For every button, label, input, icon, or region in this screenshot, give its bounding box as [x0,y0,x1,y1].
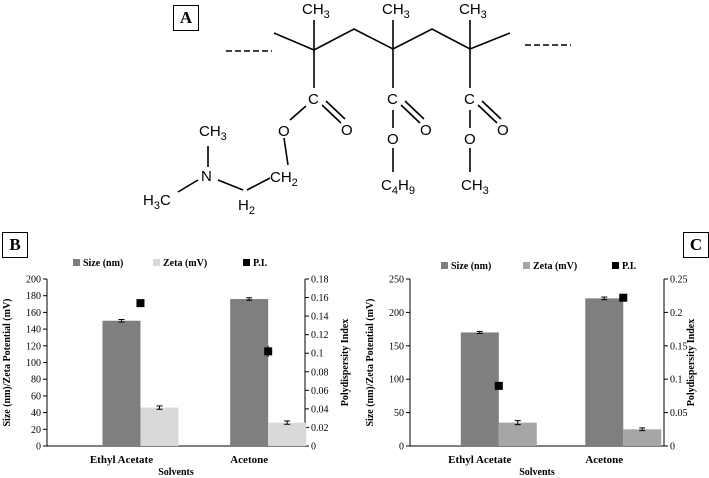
category-label-c: Ethyl Acetate [448,454,511,466]
y-tick-label-left-b: 0 [36,442,41,453]
panel-label-c: C [683,232,709,258]
y-tick-label-left-c: 250 [389,275,404,286]
y-tick-label-left-b: 40 [31,408,41,419]
y-axis-title-right-c: Polydispersity Index [686,319,697,407]
legend-marker-c [612,262,619,269]
legend-label-b: P.I. [253,258,268,269]
y-tick-label-left-b: 200 [26,275,41,286]
legend-label-b: Zeta (mV) [163,258,207,269]
y-tick-label-right-c: 0.15 [670,341,688,352]
x-axis-title-c: Solvents [519,467,555,478]
y-tick-label-right-b: 0.16 [311,293,329,304]
legend-swatch-c [441,262,448,269]
y-tick-label-left-c: 150 [389,341,404,352]
butyl-label: C4H9 [381,177,415,197]
carbonyl-oxygen-3: O [497,122,509,139]
ester-oxygen-3: O [464,131,476,148]
ester-oxygen-2: O [387,131,399,148]
carbonyl-oxygen-2: O [420,122,432,139]
category-label-b: Ethyl Acetate [90,454,153,466]
y-tick-label-left-b: 120 [26,341,41,352]
y-tick-label-left-b: 140 [26,325,41,336]
methoxy-ch3-label: CH3 [461,177,489,197]
pi-point-c [494,381,503,390]
legend-label-c: Size (nm) [451,261,491,272]
carbonyl-oxygen-1: O [341,122,353,139]
y-axis-title-right-b: Polydispersity Index [340,319,351,407]
y-tick-label-left-b: 100 [26,358,41,369]
legend-label-c: P.I. [622,261,637,272]
y-tick-label-left-c: 50 [394,408,404,419]
category-label-b: Acetone [230,454,268,466]
bar-size-b [102,320,141,446]
bar-zeta-c [498,422,537,446]
bar-size-c [585,298,624,446]
h3c-label: H3C [143,192,171,212]
bar-zeta-b [140,407,179,446]
y-axis-title-left-b: Size (nm)/Zeta Potential (mV) [2,298,13,426]
ch3-label-2: CH3 [382,1,410,21]
y-tick-label-left-c: 0 [399,442,404,453]
y-tick-label-right-b: 0.14 [311,312,329,323]
y-tick-label-right-c: 0.1 [670,375,683,386]
legend-swatch-b [153,259,160,266]
y-tick-label-right-b: 0.08 [311,367,329,378]
legend-marker-b [243,259,250,266]
y-tick-label-right-b: 0.04 [311,404,329,415]
pi-point-b [264,347,273,356]
y-tick-label-right-b: 0.02 [311,423,329,434]
ch3-label-1: CH3 [302,1,330,21]
legend-swatch-c [523,262,530,269]
bar-size-c [460,332,499,446]
y-tick-label-right-c: 0 [670,442,675,453]
y-tick-label-right-c: 0.05 [670,408,688,419]
y-tick-label-right-c: 0.2 [670,308,683,319]
carbonyl-carbon-1: C [308,91,319,108]
ch2-label: CH2 [270,169,298,189]
carbonyl-carbon-3: C [464,91,475,108]
y-tick-label-right-b: 0.1 [311,349,324,360]
y-tick-label-right-b: 0 [311,442,316,453]
legend-label-b: Size (nm) [83,258,123,269]
category-label-c: Acetone [585,454,623,466]
panel-label-a: A [173,5,199,31]
y-tick-label-right-b: 0.06 [311,386,329,397]
x-axis-title-b: Solvents [158,467,194,478]
legend-swatch-b [73,259,80,266]
bar-zeta-c [623,429,662,446]
ch3-label-3: CH3 [459,1,487,21]
panel-label-b: B [2,232,28,258]
legend-label-c: Zeta (mV) [533,261,577,272]
bar-zeta-b [268,422,307,446]
y-tick-label-right-c: 0.25 [670,275,688,286]
y-tick-label-left-b: 60 [31,391,41,402]
y-tick-label-left-c: 100 [389,375,404,386]
nitrogen-label: N [201,168,212,185]
y-tick-label-right-b: 0.18 [311,275,329,286]
pi-point-c [619,293,628,302]
h2-label: H2 [238,197,255,217]
n-methyl-label: CH3 [199,123,227,143]
y-axis-title-left-c: Size (nm)/Zeta Potential (mV) [365,298,376,426]
y-tick-label-left-b: 160 [26,308,41,319]
y-tick-label-left-b: 80 [31,375,41,386]
ester-oxygen-1: O [278,123,290,140]
y-tick-label-left-b: 180 [26,291,41,302]
pi-point-b [136,299,145,308]
y-tick-label-right-b: 0.12 [311,330,329,341]
carbonyl-carbon-2: C [387,91,398,108]
y-tick-label-left-b: 20 [31,425,41,436]
bar-size-b [230,299,269,446]
y-tick-label-left-c: 200 [389,308,404,319]
polymer-structure: CH3 CH3 CH3 C C C O O O O O O CH2 H2 N C… [143,1,571,217]
